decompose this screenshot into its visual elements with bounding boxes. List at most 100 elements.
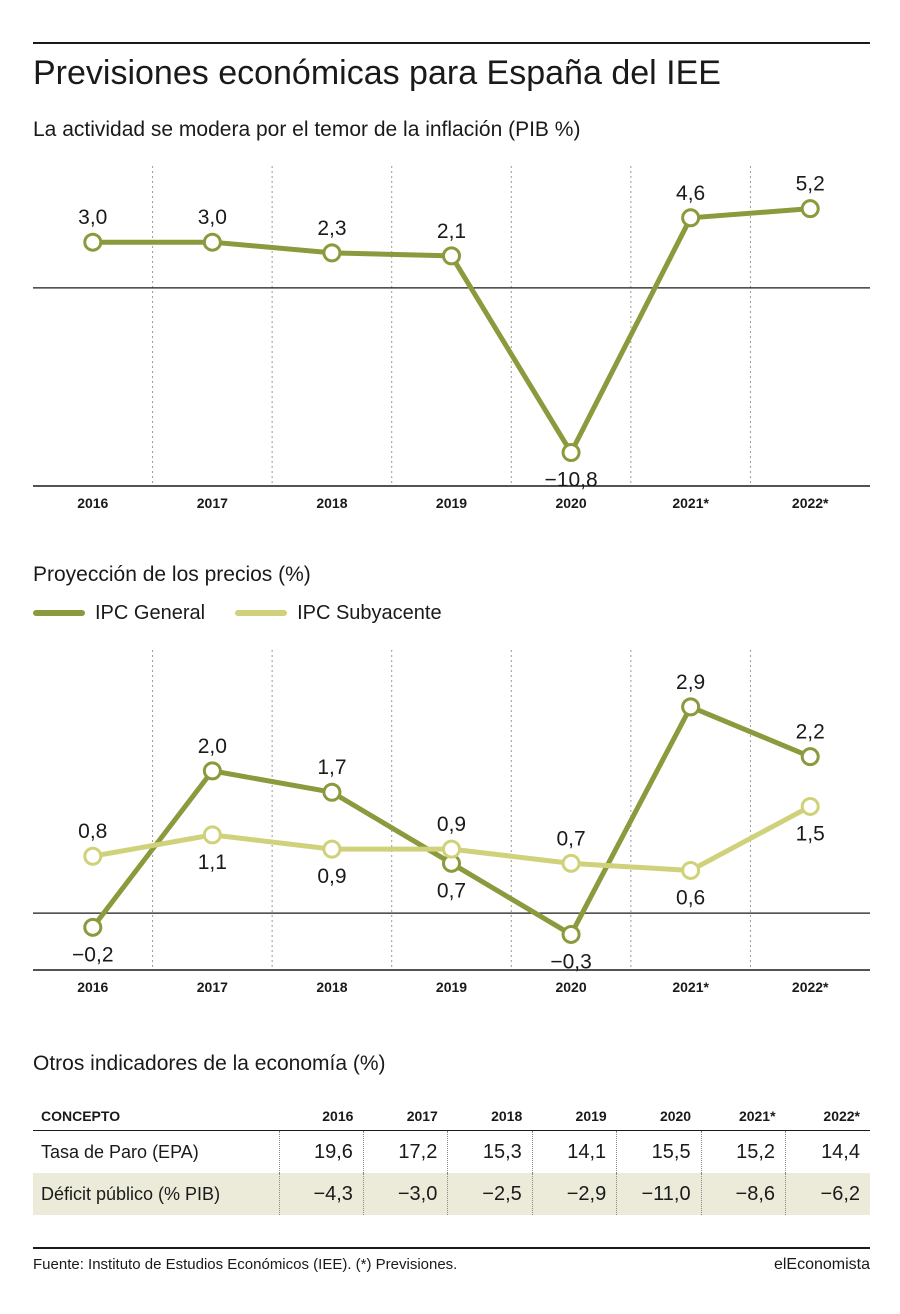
- x-tick-label: 2017: [197, 979, 228, 995]
- column-header: 2022*: [785, 1102, 870, 1131]
- row-concept: Déficit público (% PIB): [33, 1173, 279, 1215]
- column-header: 2019: [532, 1102, 617, 1131]
- data-label: 0,9: [317, 865, 346, 888]
- column-header: 2021*: [701, 1102, 786, 1131]
- data-label: 1,7: [317, 756, 346, 779]
- x-tick-label: 2017: [197, 495, 228, 511]
- table-header-row: CONCEPTO 2016 2017 2018 2019 2020 2021* …: [33, 1102, 870, 1131]
- table-cell: −3,0: [362, 1173, 448, 1215]
- x-tick-label: 2016: [77, 979, 108, 995]
- data-label: 4,6: [676, 182, 705, 205]
- data-point: [442, 839, 461, 859]
- x-tick-label: 2020: [555, 495, 586, 511]
- data-label: 2,9: [676, 671, 705, 694]
- brand-logo-text: elEconomista: [773, 1256, 870, 1273]
- x-tick-label: 2021*: [672, 979, 709, 995]
- gdp-line-chart: 2016 2017 2018 2019 2020 2021* 2022* 3,0 3,0 2,3 2…: [33, 166, 870, 511]
- data-point: [561, 442, 581, 462]
- indicators-title: Otros indicadores de la economía (%): [33, 1052, 386, 1075]
- table-cell: 17,2: [362, 1130, 448, 1173]
- data-label: 1,1: [198, 851, 227, 874]
- x-tick-label: 2020: [555, 979, 586, 995]
- data-point: [83, 232, 103, 252]
- prices-line-chart: 2016 2017 2018 2019 2020 2021* 2022* −0,2 2,0 1,7…: [33, 650, 870, 995]
- data-label: 0,8: [78, 820, 107, 843]
- data-label: 3,0: [78, 206, 107, 229]
- data-label: 0,6: [676, 886, 705, 909]
- x-tick-label: 2019: [436, 495, 467, 511]
- table-cell: 15,2: [700, 1130, 786, 1173]
- data-label: 2,2: [796, 721, 825, 744]
- data-point: [83, 917, 103, 937]
- data-label: 5,2: [796, 173, 825, 196]
- x-tick-label: 2016: [77, 495, 108, 511]
- data-label: 2,1: [437, 220, 466, 243]
- data-point: [561, 924, 581, 944]
- page-title: Previsiones económicas para España del I…: [33, 54, 721, 92]
- table-cell: 15,5: [616, 1130, 702, 1173]
- x-tick-label: 2022*: [792, 979, 829, 995]
- data-label: 3,0: [198, 206, 227, 229]
- data-label: 1,5: [796, 822, 825, 845]
- data-label: −0,2: [72, 943, 113, 966]
- table-cell: 15,3: [447, 1130, 533, 1173]
- legend-label-ipc-subyacente: IPC Subyacente: [297, 601, 442, 624]
- top-rule: [33, 42, 870, 44]
- data-point: [681, 208, 701, 228]
- data-point: [681, 697, 701, 717]
- table-cell: −11,0: [616, 1173, 702, 1215]
- row-concept: Tasa de Paro (EPA): [41, 1141, 199, 1162]
- table-cell: −6,2: [785, 1173, 870, 1215]
- column-header: 2020: [616, 1102, 702, 1131]
- data-label: −10,8: [545, 468, 598, 491]
- table-cell: −2,5: [447, 1173, 533, 1215]
- data-label: 2,3: [317, 217, 346, 240]
- data-point: [681, 860, 701, 880]
- legend-swatch-ipc-subyacente: [235, 610, 288, 616]
- chart2-title: Proyección de los precios (%): [33, 563, 311, 586]
- data-point: [800, 747, 820, 767]
- data-point: [202, 761, 222, 781]
- data-point: [83, 846, 103, 866]
- data-point: [442, 246, 461, 266]
- legend-label-ipc-general: IPC General: [95, 601, 206, 624]
- data-label: 0,7: [437, 879, 466, 902]
- chart2-legend: IPC General IPC Subyacente: [33, 598, 472, 628]
- table-cell: −2,9: [531, 1173, 617, 1215]
- data-point: [322, 839, 342, 859]
- table-cell: −4,3: [278, 1173, 364, 1215]
- data-label: 2,0: [198, 735, 227, 758]
- legend-swatch-ipc-general: [33, 610, 85, 616]
- data-point: [800, 796, 820, 816]
- footer-rule: [33, 1247, 870, 1249]
- source-note: Fuente: Instituto de Estudios Económicos…: [33, 1256, 458, 1273]
- column-header: CONCEPTO: [33, 1102, 279, 1131]
- column-header: 2016: [279, 1102, 364, 1131]
- data-point: [561, 853, 581, 873]
- table-cell: −8,6: [700, 1173, 786, 1215]
- x-tick-label: 2019: [436, 979, 467, 995]
- indicators-table: CONCEPTO 2016 2017 2018 2019 2020 2021* …: [33, 1102, 870, 1215]
- x-tick-label: 2021*: [672, 495, 709, 511]
- x-tick-label: 2022*: [792, 495, 829, 511]
- data-point: [322, 782, 342, 802]
- data-point: [800, 199, 820, 219]
- column-header: 2018: [447, 1102, 533, 1131]
- column-header: 2017: [363, 1102, 448, 1131]
- data-point: [322, 243, 342, 263]
- data-label: 0,7: [556, 827, 585, 850]
- chart1-title: La actividad se modera por el temor de l…: [33, 118, 581, 141]
- series-line: [90, 206, 813, 455]
- data-label: −0,3: [550, 950, 591, 973]
- table-row: Déficit público (% PIB) −4,3 −3,0 −2,5 −…: [33, 1173, 870, 1215]
- x-tick-label: 2018: [316, 979, 347, 995]
- table-cell: 14,4: [785, 1130, 870, 1173]
- table-cell: 19,6: [278, 1130, 364, 1173]
- table-row: Tasa de Paro (EPA) 19,6 17,2 15,3 14,1 1…: [33, 1130, 870, 1173]
- data-point: [202, 232, 222, 252]
- x-tick-label: 2018: [316, 495, 347, 511]
- data-label: 0,9: [437, 813, 466, 836]
- legend-item-ipc-subyacente: IPC Subyacente: [235, 602, 442, 625]
- table-cell: 14,1: [531, 1130, 617, 1173]
- legend-item-ipc-general: IPC General: [33, 602, 205, 625]
